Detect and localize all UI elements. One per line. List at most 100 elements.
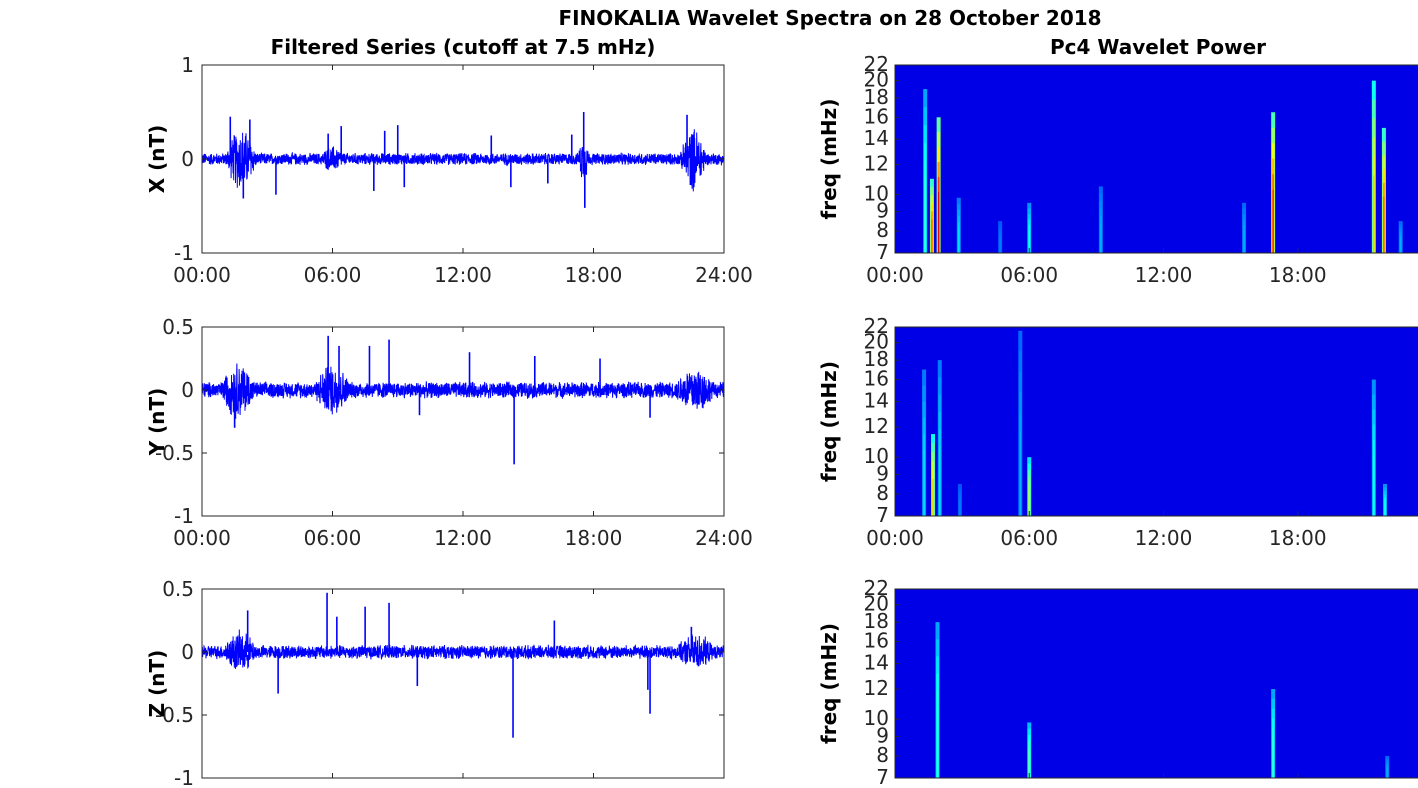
y-tick-label: 14 bbox=[864, 389, 889, 413]
x-tick-label: 18:00 bbox=[1269, 526, 1327, 550]
x-tick-label: 18:00 bbox=[1269, 263, 1327, 287]
y-tick-label: 0.5 bbox=[162, 577, 194, 601]
power-streak bbox=[1384, 501, 1386, 516]
plot-axes bbox=[201, 588, 725, 779]
power-streak bbox=[1373, 175, 1375, 253]
power-streak bbox=[939, 445, 941, 516]
series-panel-y: -1 -0.5 0 0.5 00:00 06:00 12:00 18:00 24:00 Y (nT… bbox=[145, 315, 753, 550]
x-tick-label: 06:00 bbox=[304, 263, 362, 287]
power-streak bbox=[1028, 230, 1030, 253]
y-tick-label: 18 bbox=[864, 609, 889, 633]
power-streak bbox=[932, 479, 934, 516]
y-tick-label: 9 bbox=[876, 462, 889, 486]
y-tick-label: 12 bbox=[864, 152, 889, 176]
x-tick-label: 00:00 bbox=[866, 526, 924, 550]
x-tick-label: 12:00 bbox=[434, 526, 492, 550]
power-streak bbox=[1100, 223, 1102, 253]
power-streak bbox=[924, 179, 926, 253]
y-axis-label: X (nT) bbox=[145, 125, 169, 194]
y-axis-label: Z (nT) bbox=[145, 650, 169, 718]
y-tick-label: 0 bbox=[181, 378, 194, 402]
x-tick-label: 00:00 bbox=[173, 526, 231, 550]
y-tick-label: 18 bbox=[864, 85, 889, 109]
power-streak bbox=[1383, 196, 1385, 253]
series-panel-x: -1 0 1 00:00 06:00 12:00 18:00 24:00 X (nT) bbox=[145, 53, 753, 287]
wavelet-panel-x: 7891012141618202200:0006:0012:0018:0000f… bbox=[817, 52, 1418, 287]
y-tick-label: 14 bbox=[864, 126, 889, 150]
figure-title: FINOKALIA Wavelet Spectra on 28 October … bbox=[558, 6, 1101, 30]
x-tick-label: 00:00 bbox=[173, 263, 231, 287]
x-tick-label: 18:00 bbox=[565, 526, 623, 550]
y-tick-label: 7 bbox=[876, 765, 889, 788]
power-streak bbox=[1373, 454, 1375, 516]
y-axis-label: freq (mHz) bbox=[817, 361, 841, 482]
y-tick-label: 8 bbox=[876, 218, 889, 242]
wavelet-panel-y: 7891012141618202200:0006:0012:0018:0000f… bbox=[817, 314, 1418, 550]
power-streak bbox=[1028, 753, 1030, 778]
y-tick-label: 10 bbox=[864, 444, 889, 468]
x-tick-label: 06:00 bbox=[304, 526, 362, 550]
power-streak bbox=[999, 238, 1001, 253]
power-background bbox=[895, 589, 1418, 778]
y-tick-label: 10 bbox=[864, 706, 889, 730]
right-column-title: Pc4 Wavelet Power bbox=[1050, 35, 1266, 59]
y-tick-label: 20 bbox=[864, 330, 889, 354]
y-tick-label: 7 bbox=[876, 503, 889, 527]
left-column-title: Filtered Series (cutoff at 7.5 mHz) bbox=[271, 35, 656, 59]
power-background bbox=[895, 327, 1418, 516]
y-tick-label: 7 bbox=[876, 240, 889, 264]
power-streak bbox=[1028, 489, 1030, 516]
y-tick-label: -0.5 bbox=[155, 441, 194, 465]
y-tick-label: 9 bbox=[876, 199, 889, 223]
y-tick-label: 20 bbox=[864, 592, 889, 616]
power-streak bbox=[931, 219, 933, 253]
plot-axes bbox=[201, 326, 725, 517]
y-tick-label: 16 bbox=[864, 367, 889, 391]
power-streak bbox=[958, 228, 960, 253]
series-line bbox=[201, 629, 725, 669]
y-tick-label: 20 bbox=[864, 68, 889, 92]
y-tick-label: 14 bbox=[864, 651, 889, 675]
y-tick-label: 22 bbox=[864, 314, 889, 338]
y-tick-label: 22 bbox=[864, 52, 889, 76]
power-streak bbox=[1400, 238, 1402, 253]
power-streak bbox=[937, 707, 939, 778]
series-line bbox=[201, 129, 725, 192]
x-tick-label: 06:00 bbox=[1000, 263, 1058, 287]
y-tick-label: 18 bbox=[864, 347, 889, 371]
y-tick-label: 8 bbox=[876, 743, 889, 767]
x-tick-label: 12:00 bbox=[434, 263, 492, 287]
y-tick-label: 16 bbox=[864, 629, 889, 653]
x-tick-label: 06:00 bbox=[1000, 526, 1058, 550]
x-tick-label: 24:00 bbox=[695, 263, 753, 287]
power-streak bbox=[1272, 737, 1274, 778]
x-tick-label: 12:00 bbox=[1135, 263, 1193, 287]
x-tick-label: 18:00 bbox=[565, 263, 623, 287]
y-axis-label: freq (mHz) bbox=[817, 99, 841, 220]
y-tick-label: 12 bbox=[864, 676, 889, 700]
power-streak bbox=[923, 450, 925, 516]
y-tick-label: 9 bbox=[876, 724, 889, 748]
y-tick-label: 16 bbox=[864, 104, 889, 128]
y-tick-label: 8 bbox=[876, 481, 889, 505]
y-tick-label: -1 bbox=[174, 766, 194, 788]
power-streak bbox=[1019, 432, 1021, 516]
x-tick-label: 24:00 bbox=[695, 526, 753, 550]
y-tick-label: 12 bbox=[864, 414, 889, 438]
x-tick-label: 12:00 bbox=[1135, 526, 1193, 550]
y-tick-label: 10 bbox=[864, 181, 889, 205]
power-background bbox=[895, 65, 1418, 253]
power-streak bbox=[1386, 768, 1388, 778]
y-tick-label: -0.5 bbox=[155, 703, 194, 727]
y-tick-label: -1 bbox=[174, 504, 194, 528]
x-tick-label: 00:00 bbox=[866, 263, 924, 287]
y-axis-label: freq (mHz) bbox=[817, 623, 841, 744]
y-tick-label: 0 bbox=[181, 147, 194, 171]
y-tick-label: 1 bbox=[181, 53, 194, 77]
y-tick-label: -1 bbox=[174, 241, 194, 265]
y-tick-label: 22 bbox=[864, 576, 889, 600]
power-streak bbox=[1243, 230, 1245, 253]
y-axis-label: Y (nT) bbox=[145, 388, 169, 457]
power-streak bbox=[959, 501, 961, 516]
